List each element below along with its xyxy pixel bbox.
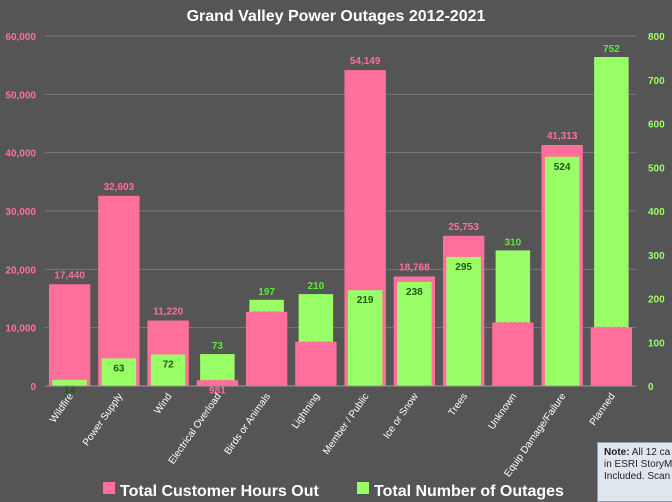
x-category-label: Birds or Animals xyxy=(223,391,273,456)
legend-label-outage-count: Total Number of Outages xyxy=(374,483,564,500)
x-category-label: Lightning xyxy=(290,391,322,431)
y-right-tick-label: 600 xyxy=(648,120,665,131)
legend-label-customer-hours: Total Customer Hours Out xyxy=(120,483,319,500)
y-right-tick-label: 800 xyxy=(648,32,665,43)
y-left-tick-label: 30,000 xyxy=(5,207,36,218)
y-right-tick-label: 700 xyxy=(648,76,665,87)
y-left-tick-label: 50,000 xyxy=(5,90,36,101)
outage-count-label: 73 xyxy=(212,341,224,352)
bar-customer-hours xyxy=(245,311,288,386)
customer-hours-label: 17,440 xyxy=(54,270,85,281)
customer-hours-label: 18,768 xyxy=(399,263,430,274)
customer-hours-label: 10,072 xyxy=(596,332,627,343)
note-label: Note: xyxy=(604,447,630,458)
x-category-label: Electrical Overload xyxy=(167,391,224,466)
bar-outage-count xyxy=(347,290,383,386)
bar-customer-hours xyxy=(196,380,239,386)
y-left-tick-label: 0 xyxy=(30,382,36,393)
x-category-label: Member / Public xyxy=(321,391,371,456)
y-right-tick-label: 200 xyxy=(648,295,665,306)
bar-customer-hours xyxy=(98,195,140,386)
y-right-tick-label: 300 xyxy=(648,251,665,262)
bar-customer-hours xyxy=(492,322,534,386)
customer-hours-label: 981 xyxy=(209,385,226,396)
x-category-label: Unknown xyxy=(486,391,519,431)
customer-hours-label: 10,878 xyxy=(498,328,529,339)
bar-outage-count xyxy=(101,358,137,386)
bar-outage-count xyxy=(52,379,87,386)
outage-count-label: 295 xyxy=(455,262,472,273)
legend-swatch-outage-count xyxy=(357,482,369,494)
y-left-tick-label: 20,000 xyxy=(5,265,36,276)
bar-customer-hours xyxy=(48,284,91,386)
customer-hours-label: 7573 xyxy=(305,347,328,358)
customer-hours-label: 12,721 xyxy=(251,317,282,328)
y-left-tick-label: 40,000 xyxy=(5,149,36,160)
outage-count-label: 219 xyxy=(357,295,374,306)
outage-count-label: 14 xyxy=(64,385,76,396)
bar-outage-count xyxy=(544,156,580,386)
y-right-tick-label: 400 xyxy=(648,207,665,218)
outage-count-label: 210 xyxy=(308,281,325,292)
bar-customer-hours xyxy=(295,341,337,386)
note-box: Note: All 12 ca in ESRI StoryMa Included… xyxy=(597,442,672,502)
bar-customer-hours xyxy=(590,327,633,386)
bar-outage-count xyxy=(397,281,432,386)
x-category-label: Wind xyxy=(152,391,174,416)
y-left-tick-label: 10,000 xyxy=(5,324,36,335)
outage-count-label: 238 xyxy=(406,287,423,298)
y-right-tick-label: 100 xyxy=(648,338,665,349)
outage-count-label: 63 xyxy=(113,363,125,374)
outage-count-label: 197 xyxy=(258,287,275,298)
bar-outage-count xyxy=(150,354,186,386)
customer-hours-label: 54,149 xyxy=(350,56,381,67)
y-right-tick-label: 500 xyxy=(648,163,665,174)
x-category-label: Wildfire xyxy=(48,391,76,425)
outage-count-label: 524 xyxy=(554,162,571,173)
note-line2: in ESRI StoryMa xyxy=(604,459,672,470)
y-right-tick-label: 0 xyxy=(648,382,654,393)
bar-outage-count xyxy=(446,256,481,386)
customer-hours-label: 32,603 xyxy=(104,182,135,193)
note-line1: All 12 ca xyxy=(631,447,671,458)
customer-hours-label: 11,220 xyxy=(153,307,183,318)
chart-title: Grand Valley Power Outages 2012-2021 xyxy=(187,8,486,25)
outage-count-label: 752 xyxy=(603,44,620,55)
customer-hours-label: 41,313 xyxy=(547,131,578,142)
note-line3: Included. Scan xyxy=(604,471,671,482)
customer-hours-label: 25,753 xyxy=(448,222,479,233)
x-category-label: Ice or Snow xyxy=(382,391,422,441)
x-category-label: Trees xyxy=(447,391,470,418)
legend-swatch-customer-hours xyxy=(103,482,115,494)
x-category-label: Planned xyxy=(588,391,618,427)
outage-count-label: 72 xyxy=(163,360,175,371)
y-left-tick-label: 60,000 xyxy=(5,32,36,43)
x-category-label: Power Supply xyxy=(81,391,125,448)
outage-count-label: 310 xyxy=(505,237,522,248)
